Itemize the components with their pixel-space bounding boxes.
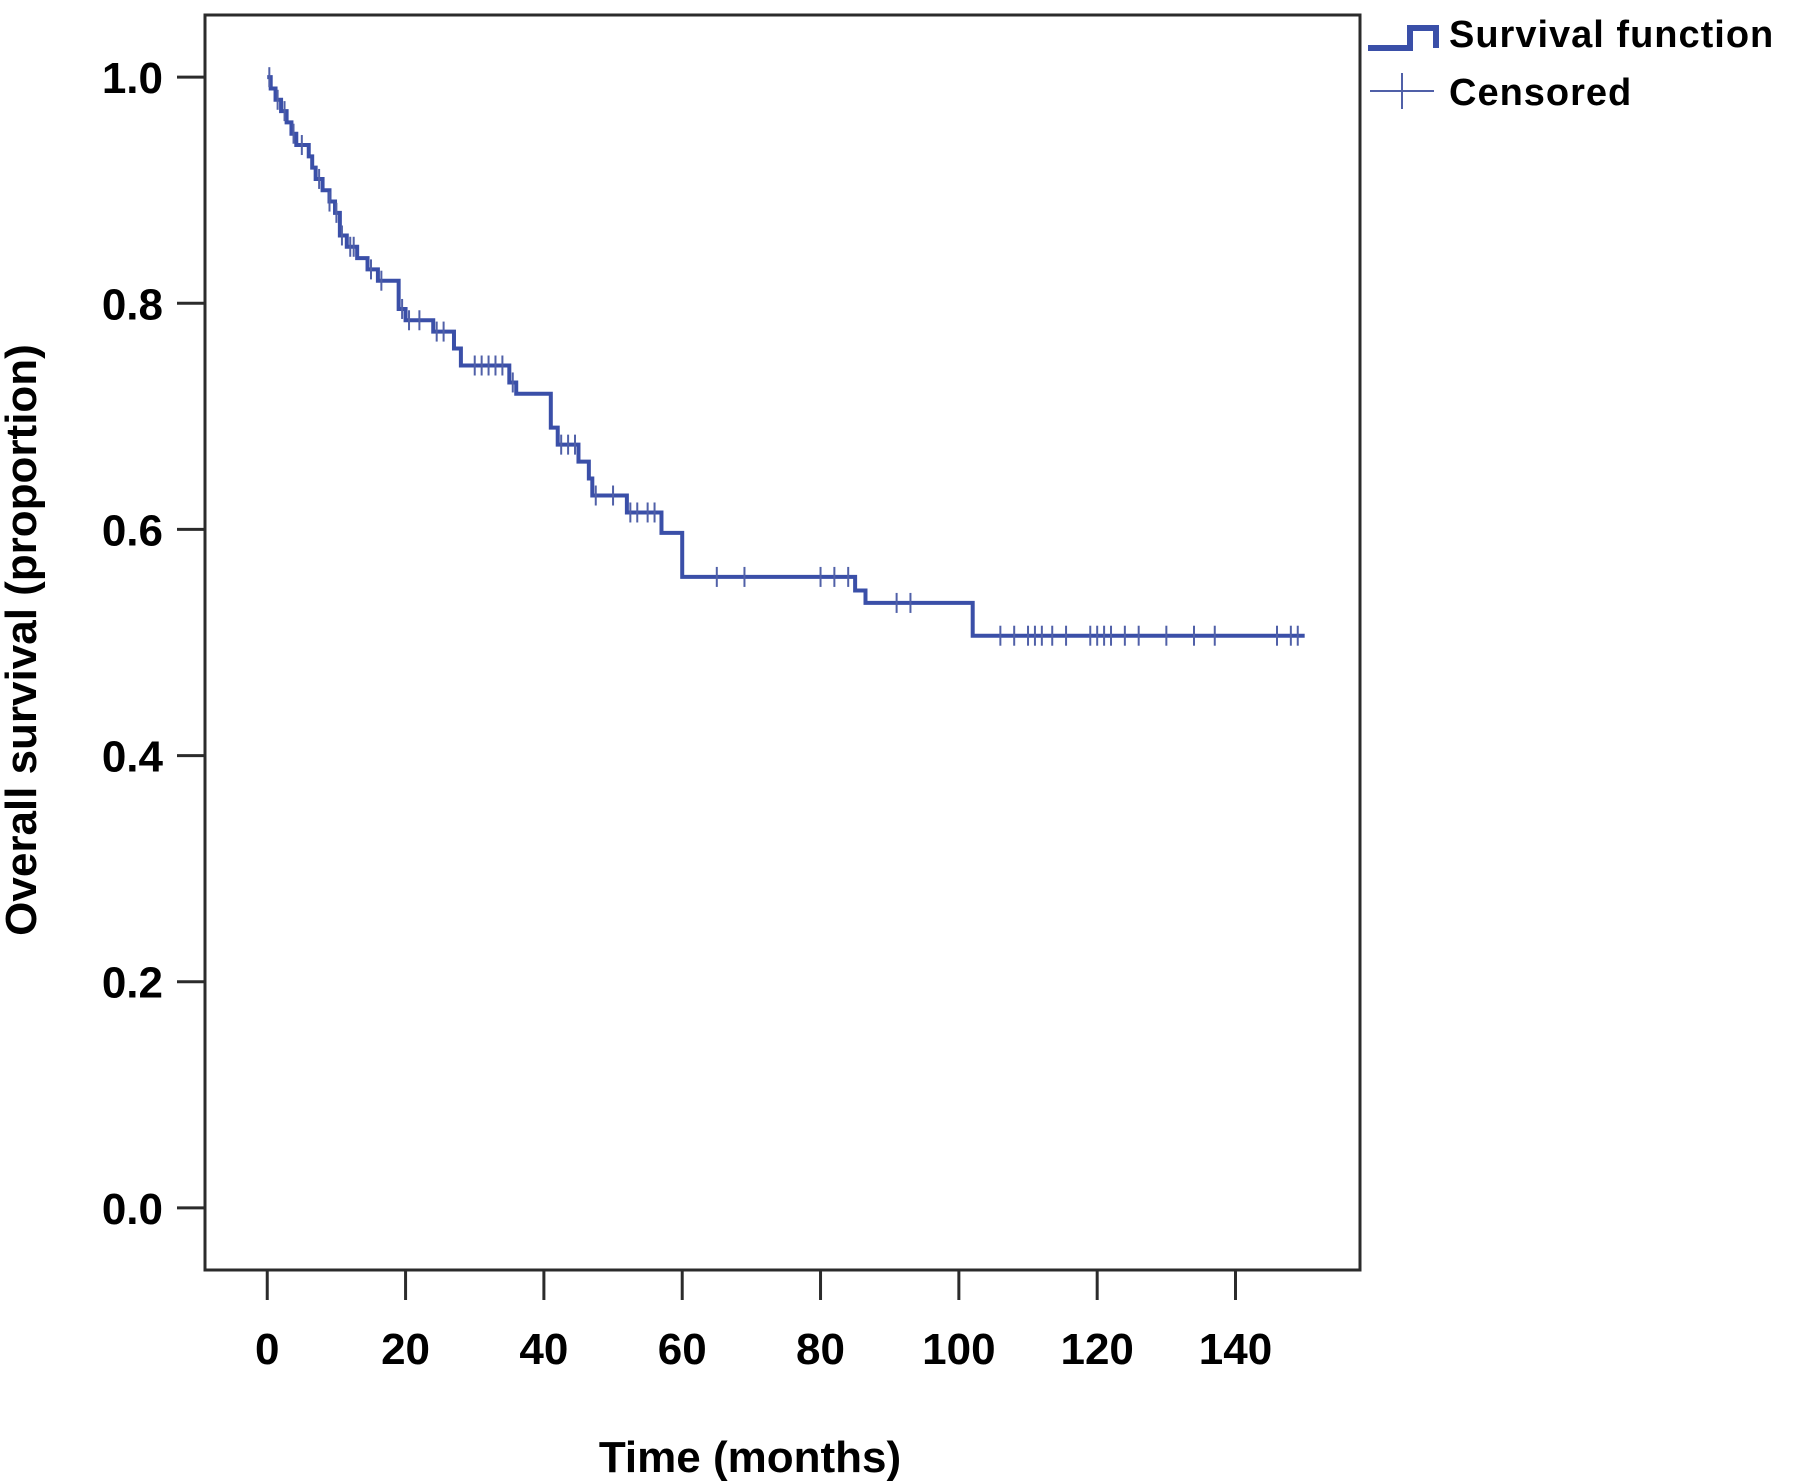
legend-label-survival: Survival function xyxy=(1449,14,1774,56)
legend: Survival function Censored xyxy=(1368,14,1774,114)
survival-step-line xyxy=(267,75,1305,638)
legend-label-censored: Censored xyxy=(1449,72,1632,114)
survival-series xyxy=(267,75,1305,638)
x-tick-label: 120 xyxy=(1060,1325,1133,1374)
x-tick-label: 80 xyxy=(796,1325,845,1374)
y-tick-label: 0.4 xyxy=(102,733,164,782)
x-axis-title: Time (months) xyxy=(599,1433,901,1481)
x-tick-label: 60 xyxy=(658,1325,707,1374)
x-tick-label: 0 xyxy=(255,1325,279,1374)
legend-step-icon xyxy=(1368,25,1439,51)
x-tick-label: 100 xyxy=(922,1325,995,1374)
y-tick-label: 0.8 xyxy=(102,280,163,329)
y-tick-label: 0.6 xyxy=(102,506,163,555)
y-axis: 0.0 0.2 0.4 0.6 0.8 1.0 xyxy=(102,54,205,1234)
censored-markers xyxy=(268,67,1299,646)
x-tick-label: 20 xyxy=(381,1325,430,1374)
x-tick-label: 40 xyxy=(519,1325,568,1374)
y-tick-label: 1.0 xyxy=(102,54,163,103)
y-tick-label: 0.2 xyxy=(102,959,163,1008)
x-axis: 0 20 40 60 80 100 120 140 xyxy=(255,1270,1272,1374)
y-tick-label: 0.0 xyxy=(102,1185,163,1234)
x-tick-label: 140 xyxy=(1199,1325,1272,1374)
y-axis-title: Overall survival (proportion) xyxy=(0,344,46,936)
plot-frame xyxy=(203,13,1362,1272)
